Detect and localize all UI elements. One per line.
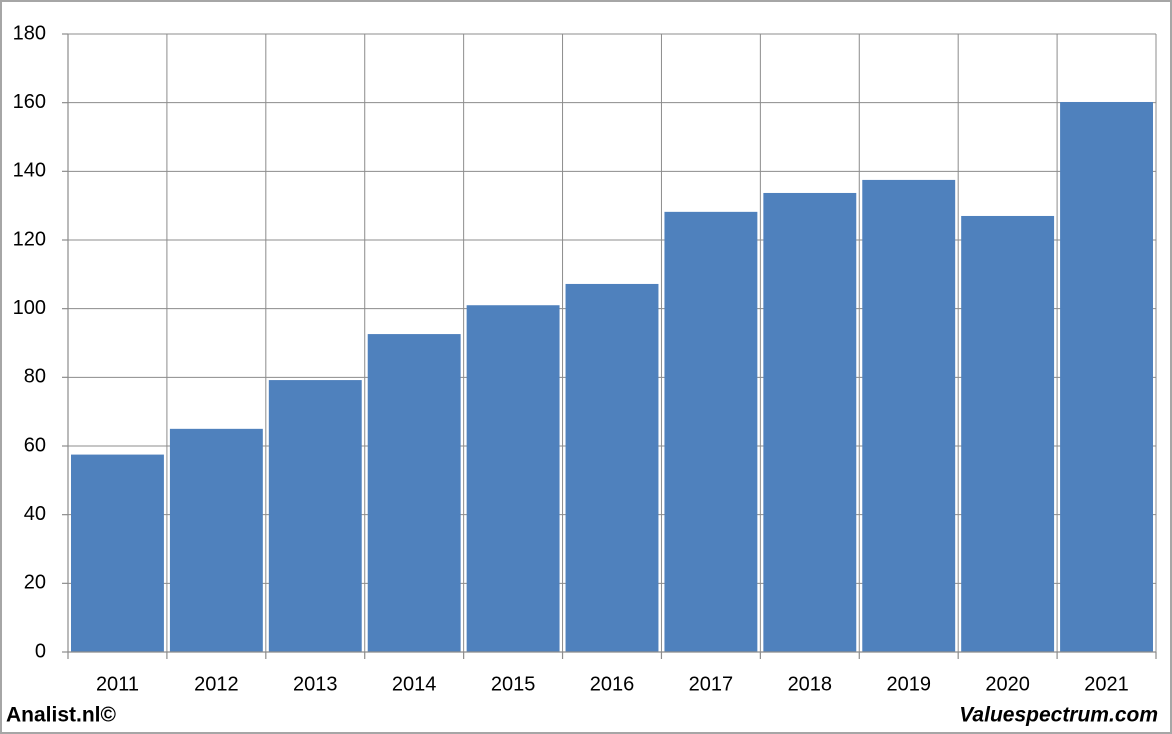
y-tick-label: 0	[35, 640, 46, 662]
y-tick-label: 60	[24, 434, 46, 456]
bar	[71, 454, 164, 652]
bar	[862, 179, 956, 652]
x-tick-label: 2016	[590, 673, 635, 695]
y-tick-label: 20	[24, 572, 46, 594]
bar	[565, 283, 659, 652]
source-label: Analist.nl©	[6, 704, 117, 727]
credit-label: Valuespectrum.com	[959, 704, 1158, 727]
x-tick-label: 2020	[985, 673, 1030, 695]
x-tick-label: 2012	[194, 673, 239, 695]
x-tick-label: 2017	[689, 673, 734, 695]
bar	[1060, 101, 1153, 653]
bar	[169, 428, 263, 652]
x-tick-label: 2013	[293, 673, 338, 695]
bar	[367, 334, 461, 652]
y-tick-label: 80	[24, 366, 46, 388]
y-tick-label: 180	[13, 22, 46, 44]
y-tick-label: 160	[13, 91, 46, 113]
bar	[763, 192, 857, 653]
y-tick-label: 40	[24, 503, 46, 525]
bar	[466, 305, 560, 652]
y-tick-label: 100	[13, 297, 46, 319]
y-tick-label: 140	[13, 160, 46, 182]
y-tick-label: 120	[13, 228, 46, 250]
x-tick-label: 2011	[96, 673, 139, 695]
bar	[664, 211, 758, 652]
x-tick-label: 2015	[491, 673, 536, 695]
x-tick-label: 2018	[788, 673, 833, 695]
bar	[961, 215, 1055, 652]
x-tick-label: 2021	[1084, 673, 1129, 695]
x-tick-label: 2019	[886, 673, 931, 695]
bar	[268, 380, 362, 652]
x-tick-label: 2014	[392, 673, 437, 695]
